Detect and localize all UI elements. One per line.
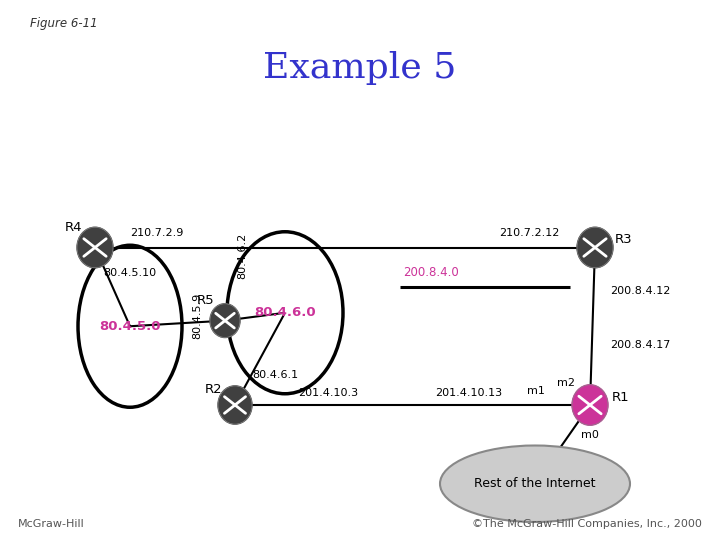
Circle shape [218, 386, 252, 424]
Text: 201.4.10.13: 201.4.10.13 [435, 388, 502, 399]
Text: m2: m2 [557, 378, 575, 388]
Circle shape [572, 384, 608, 426]
Text: 80.4.6.1: 80.4.6.1 [252, 370, 298, 380]
Text: 80.4.5.0: 80.4.5.0 [99, 320, 161, 333]
Circle shape [77, 227, 113, 268]
Text: 210.7.2.9: 210.7.2.9 [130, 228, 184, 239]
Text: 200.8.4.12: 200.8.4.12 [610, 286, 670, 296]
Circle shape [210, 303, 240, 338]
Text: 80.4.5.10: 80.4.5.10 [103, 268, 156, 278]
Text: m1: m1 [527, 386, 545, 396]
Text: 80.4.5.9: 80.4.5.9 [192, 293, 202, 339]
Text: 80.4.6.2: 80.4.6.2 [237, 233, 247, 279]
Text: 80.4.6.0: 80.4.6.0 [254, 306, 316, 319]
Text: R1: R1 [612, 390, 629, 403]
Text: m0: m0 [581, 430, 599, 440]
Text: Example 5: Example 5 [264, 51, 456, 85]
Text: 201.4.10.3: 201.4.10.3 [298, 388, 358, 399]
Text: McGraw-Hill: McGraw-Hill [18, 519, 85, 529]
Text: R3: R3 [615, 233, 633, 246]
Text: 200.8.4.17: 200.8.4.17 [610, 340, 670, 350]
Text: Rest of the Internet: Rest of the Internet [474, 477, 595, 490]
Text: R5: R5 [197, 294, 215, 307]
Text: R4: R4 [65, 221, 83, 234]
Circle shape [577, 227, 613, 268]
Text: 200.8.4.0: 200.8.4.0 [403, 266, 459, 279]
Text: Figure 6-11: Figure 6-11 [30, 17, 98, 30]
Ellipse shape [440, 446, 630, 522]
Text: 210.7.2.12: 210.7.2.12 [500, 228, 560, 239]
Text: R2: R2 [205, 383, 222, 396]
Text: ©The McGraw-Hill Companies, Inc., 2000: ©The McGraw-Hill Companies, Inc., 2000 [472, 519, 702, 529]
